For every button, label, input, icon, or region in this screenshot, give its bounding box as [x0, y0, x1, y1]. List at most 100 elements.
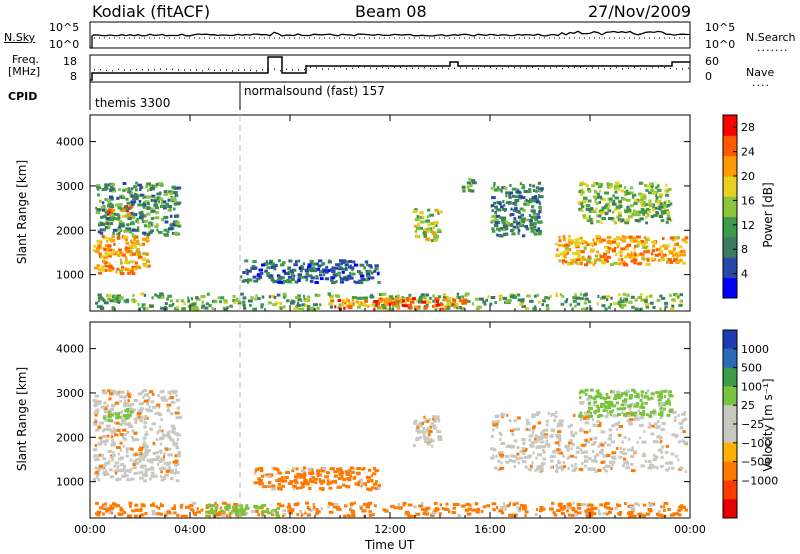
vel-cell — [576, 503, 582, 506]
power-cell — [279, 301, 282, 305]
vel-cell — [362, 466, 366, 470]
vel-cell — [267, 475, 272, 479]
vel-cell — [552, 511, 556, 515]
vel-cell — [138, 471, 142, 475]
vel-cell — [618, 455, 621, 459]
vel-cell — [619, 450, 624, 454]
vel-cell — [432, 415, 435, 419]
power-cell — [619, 254, 623, 258]
vel-cell — [308, 471, 311, 475]
power-cell — [339, 262, 343, 266]
power-cell — [158, 182, 164, 186]
power-cell — [664, 190, 667, 194]
power-cell — [159, 197, 164, 201]
vel-cell — [583, 455, 589, 459]
power-cell — [602, 210, 606, 214]
power-cell — [406, 298, 410, 302]
power-cell — [416, 215, 420, 219]
vel-cell — [126, 392, 130, 396]
power-cell — [658, 205, 664, 209]
power-cell — [246, 269, 252, 273]
power-cell — [609, 199, 614, 203]
power-cell — [108, 210, 111, 214]
power-cell — [119, 258, 123, 262]
vel-cell — [159, 475, 163, 479]
power-cell — [645, 295, 649, 299]
power-cell — [508, 193, 512, 197]
vel-cell — [663, 508, 666, 512]
power-cell — [374, 267, 379, 271]
vel-cell — [349, 502, 354, 506]
power-cell — [580, 257, 583, 261]
power-cell — [626, 243, 632, 247]
vel-cell — [164, 398, 168, 402]
vel-cell — [659, 464, 664, 468]
vel-cell — [244, 512, 249, 515]
vel-cell — [610, 455, 616, 459]
vel-cell — [602, 409, 607, 412]
power-cell — [281, 276, 285, 280]
power-cell — [144, 200, 150, 204]
power-cell — [125, 205, 129, 209]
vel-cell — [102, 416, 107, 420]
vel-cell — [158, 405, 161, 409]
power-cell — [359, 274, 365, 278]
x-tick-label: 16:00 — [474, 523, 506, 536]
power-cell — [427, 223, 431, 227]
power-cell — [292, 268, 297, 272]
vel-cell — [633, 417, 637, 421]
power-cell — [137, 255, 143, 259]
vel-cell — [593, 400, 598, 404]
vel-cell — [504, 507, 507, 511]
power-cell — [675, 252, 679, 256]
vel-cell — [566, 447, 570, 451]
vel-cell — [615, 427, 618, 431]
power-cell — [293, 263, 298, 267]
power-cell — [595, 201, 599, 205]
vel-cell — [621, 440, 624, 444]
power-cell — [564, 255, 567, 259]
power-cell — [331, 266, 335, 270]
vel-cell — [128, 470, 132, 473]
vel-cell — [149, 460, 154, 464]
power-cell — [147, 206, 151, 210]
vel-cell — [140, 415, 144, 419]
vel-cell — [500, 442, 506, 445]
vel-cell — [119, 399, 122, 403]
power-cell — [678, 250, 682, 254]
vel-cell — [276, 506, 280, 510]
power-cell — [622, 236, 627, 240]
power-cell — [261, 295, 265, 299]
power-cell — [584, 241, 588, 244]
power-cell — [579, 188, 584, 192]
power-cell — [521, 298, 525, 302]
vel-cell — [684, 508, 688, 512]
vel-cell — [261, 513, 265, 517]
vel-cell — [541, 448, 545, 452]
power-cell — [223, 299, 228, 303]
power-cell — [126, 207, 131, 211]
vel-cell — [524, 514, 527, 517]
vel-cell — [492, 508, 496, 512]
power-cell — [275, 301, 279, 305]
vel-cell — [145, 392, 149, 396]
vel-cell — [589, 411, 592, 415]
power-cell — [157, 196, 160, 200]
power-cell — [613, 237, 618, 241]
power-cell — [622, 262, 628, 266]
power-cell — [107, 202, 113, 206]
vel-cell — [567, 466, 570, 470]
vel-cell — [147, 396, 151, 400]
vel-cell — [542, 435, 545, 439]
power-cell — [655, 196, 659, 199]
vel-cell — [674, 512, 680, 516]
vel-cell — [640, 390, 645, 394]
vel-cell — [511, 459, 517, 463]
vel-cell — [300, 469, 305, 473]
power-cell — [615, 253, 618, 257]
power-cell — [442, 293, 447, 297]
power-cell — [381, 304, 386, 307]
power-cell — [244, 279, 248, 282]
vel-cell — [209, 509, 212, 513]
vel-cell — [433, 419, 437, 423]
